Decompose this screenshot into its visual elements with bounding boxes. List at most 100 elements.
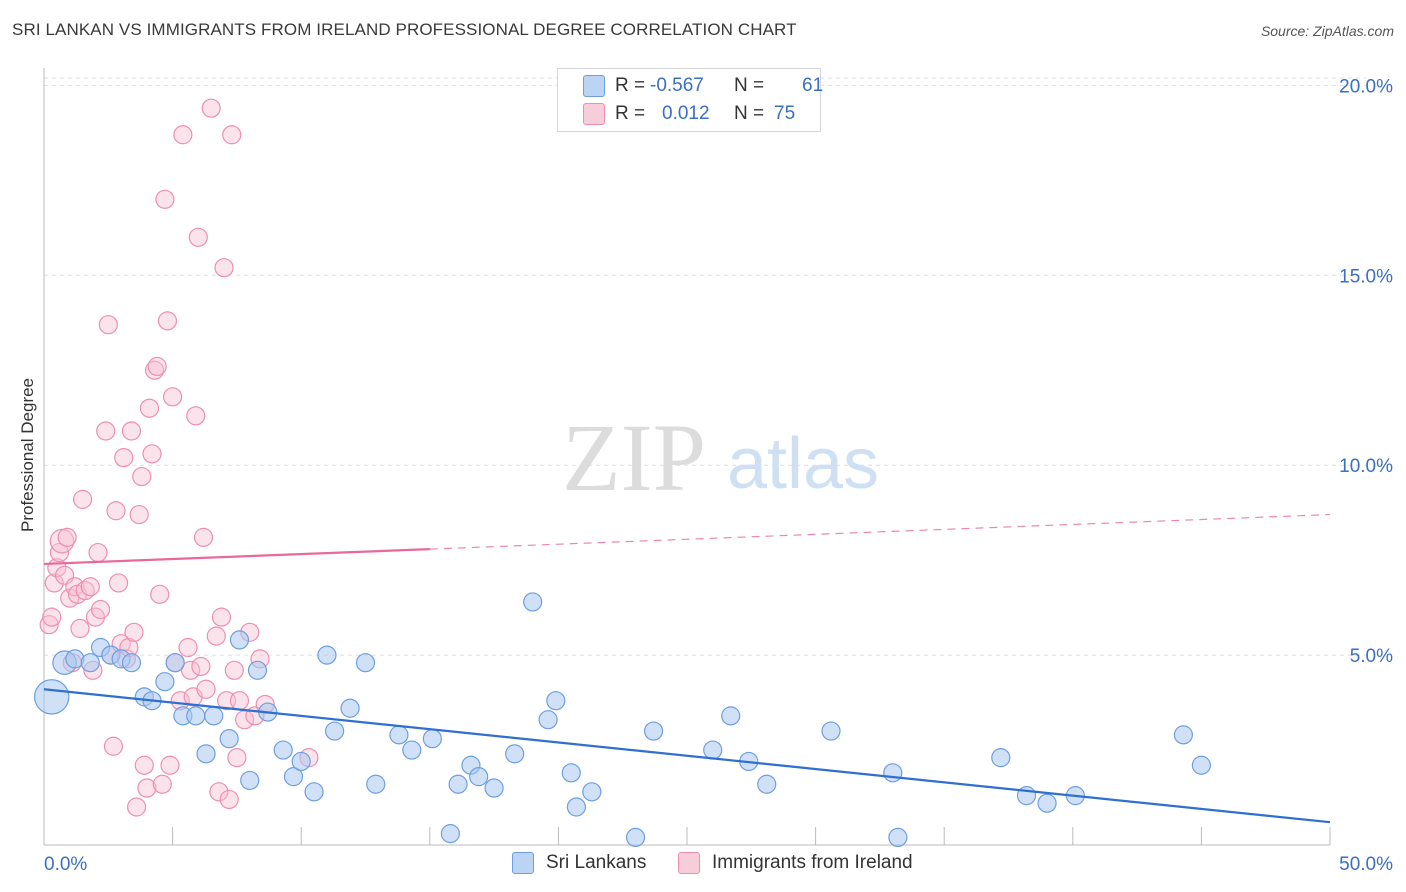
data-point-sri-lankans (1037, 793, 1057, 813)
data-point-sri-lankans (582, 782, 602, 802)
x-ticks (172, 827, 1331, 845)
data-point-sri-lankans (523, 592, 543, 612)
data-point-sri-lankans (317, 645, 337, 665)
legend-label-sri-lankans: Sri Lankans (546, 852, 647, 873)
x-tick-label: 0.0% (44, 854, 87, 875)
data-point-ireland (188, 227, 208, 247)
data-point-sri-lankans (121, 653, 142, 673)
data-point-ireland (163, 387, 183, 407)
data-point-sri-lankans (643, 721, 664, 741)
data-point-sri-lankans (625, 827, 646, 848)
data-point-sri-lankans (757, 774, 777, 794)
data-point-sri-lankans (273, 740, 293, 760)
legend-swatch-pink (678, 852, 700, 874)
source-label: Source: ZipAtlas.com (1260, 23, 1394, 39)
data-point-ireland (201, 98, 221, 118)
grid-lines (44, 77, 1366, 656)
data-point-ireland (80, 577, 100, 597)
x-tick-label: 50.0% (1339, 854, 1393, 875)
data-point-ireland (75, 580, 95, 601)
data-point-ireland (157, 311, 178, 331)
data-point-ireland (124, 622, 144, 642)
y-tick-label: 20.0% (1339, 76, 1393, 97)
data-point-ireland (142, 444, 162, 464)
data-point-ireland (103, 736, 124, 756)
data-point-sri-lankans (402, 740, 422, 760)
y-tick-labels: 5.0% 10.0% 15.0% 20.0% (1339, 76, 1393, 667)
watermark: ZIP atlas (562, 404, 879, 511)
legend-label-ireland: Immigrants from Ireland (712, 852, 913, 873)
data-point-sri-lankans (888, 827, 908, 848)
data-point-ireland (147, 356, 167, 377)
data-point-ireland (186, 406, 206, 426)
data-point-ireland (173, 125, 193, 145)
data-point-sri-lankans (283, 767, 304, 787)
data-point-ireland (106, 501, 126, 521)
y-tick-label: 5.0% (1350, 646, 1393, 667)
data-point-ireland (134, 755, 154, 775)
data-point-sri-lankans (546, 691, 566, 711)
data-point-ireland (65, 577, 85, 597)
data-point-ireland (72, 489, 93, 509)
data-point-ireland (219, 789, 239, 810)
data-point-sri-lankans (325, 721, 345, 741)
legend-swatch-pink (583, 103, 605, 125)
legend-r-label: R = (615, 75, 646, 96)
data-point-sri-lankans (566, 797, 587, 817)
data-point-sri-lankans (440, 824, 460, 844)
data-point-ireland (129, 504, 149, 525)
data-point-ireland (227, 748, 247, 768)
data-point-sri-lankans (34, 679, 70, 715)
data-point-sri-lankans (196, 744, 216, 764)
data-point-sri-lankans (422, 729, 442, 749)
data-point-ireland (178, 637, 198, 658)
data-point-ireland (209, 782, 229, 802)
data-point-ireland (211, 607, 232, 627)
data-point-sri-lankans (991, 748, 1011, 768)
legend-item-sri-lankans: Sri Lankans (512, 852, 646, 874)
data-point-ireland (193, 527, 214, 547)
data-point-sri-lankans (721, 706, 741, 726)
watermark-zip: ZIP (562, 404, 706, 511)
series-sri-lankans (34, 592, 1212, 848)
data-point-ireland (90, 599, 111, 620)
data-point-sri-lankans (1173, 725, 1193, 745)
data-point-ireland (70, 618, 90, 639)
trend-line-ireland (43, 548, 430, 566)
data-point-sri-lankans (883, 763, 903, 783)
data-point-sri-lankans (505, 744, 525, 764)
data-point-ireland (214, 258, 234, 278)
legend-swatch-blue (512, 852, 534, 874)
data-point-ireland (224, 660, 244, 680)
x-tick-labels: 0.0% 50.0% (44, 854, 1393, 875)
data-point-sri-lankans (1191, 755, 1212, 775)
data-point-ireland (160, 755, 180, 775)
data-point-sri-lankans (561, 763, 581, 783)
legend-r-value: 0.012 (662, 103, 710, 124)
legend-n-value: 75 (774, 103, 796, 124)
legend-n-label: N = (734, 103, 765, 124)
data-point-sri-lankans (247, 660, 268, 680)
y-tick-label: 10.0% (1339, 456, 1393, 477)
data-point-ireland (150, 584, 170, 604)
data-point-sri-lankans (165, 653, 185, 673)
data-point-sri-lankans (448, 774, 468, 794)
legend-n-value: 61 (802, 75, 824, 96)
legend-r-value: -0.567 (650, 75, 704, 96)
data-point-sri-lankans (291, 751, 311, 772)
data-point-sri-lankans (240, 770, 260, 791)
data-point-ireland (88, 542, 108, 563)
data-point-sri-lankans (186, 706, 206, 726)
data-point-ireland (132, 466, 152, 487)
trend-lines (43, 513, 1331, 824)
data-point-ireland (152, 774, 172, 794)
data-point-sri-lankans (80, 653, 100, 673)
data-point-sri-lankans (821, 721, 841, 741)
data-point-ireland (42, 607, 62, 627)
watermark-atlas: atlas (727, 424, 879, 504)
data-point-ireland (155, 189, 175, 209)
data-point-ireland (98, 315, 118, 335)
data-point-sri-lankans (366, 774, 386, 794)
chart-title: SRI LANKAN VS IMMIGRANTS FROM IRELAND PR… (12, 20, 797, 39)
